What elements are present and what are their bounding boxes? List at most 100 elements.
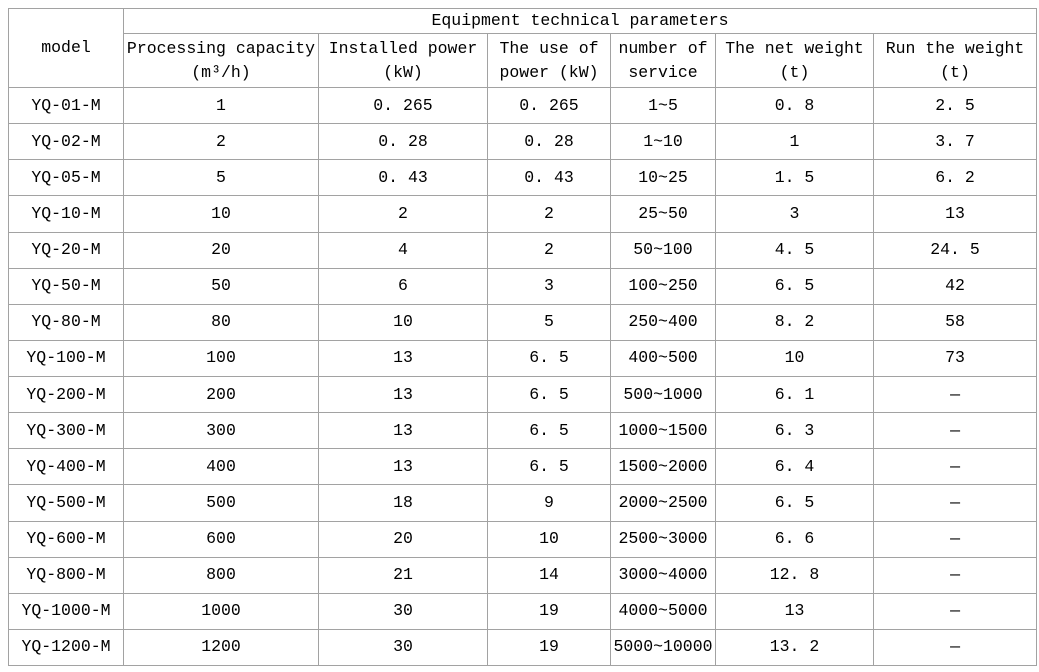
cell-model: YQ-200-M [8,375,124,414]
cell-model: YQ-400-M [8,448,124,486]
cell-model: YQ-05-M [8,159,124,197]
cell-capacity: 1 [123,86,319,125]
cell-run: — [872,628,1038,667]
cell-service: 2500~3000 [610,520,716,558]
cell-use: 3 [487,267,611,305]
cell-installed: 13 [318,412,488,450]
table-row: YQ-300-M 300 13 6. 5 1000~1500 6. 3— [8,412,1038,450]
cell-run: 13 [872,195,1038,233]
header-unit: (t) [779,62,810,82]
cell-net: 6. 6 [715,520,874,558]
table-row: YQ-800-M 800 21 14 3000~4000 12. 8— [8,556,1038,594]
cell-model: YQ-800-M [8,556,124,594]
cell-installed: 10 [318,303,488,341]
cell-use: 6. 5 [487,412,611,450]
header-label: number of [618,38,708,58]
cell-net: 4. 5 [715,231,874,269]
table-row: YQ-02-M 2 0. 28 0. 28 1~10 1 3. 7 [8,123,1038,161]
cell-run: 42 [872,267,1038,305]
cell-installed: 18 [318,484,488,522]
cell-run: — [872,375,1038,414]
cell-capacity: 600 [123,520,319,558]
cell-installed: 13 [318,375,488,414]
table-row: YQ-50-M 50 6 3 100~250 6. 5 42 [8,267,1038,305]
cell-capacity: 200 [123,375,319,414]
cell-run: 58 [872,303,1038,341]
cell-net: 6. 5 [715,267,874,305]
table-row: YQ-100-M 100 13 6. 5 400~500 10 73 [8,339,1038,378]
cell-use: 14 [487,556,611,594]
cell-net: 12. 8 [715,556,874,594]
cell-capacity: 20 [123,231,319,269]
cell-use: 19 [487,628,611,667]
cell-net: 1. 5 [715,159,874,197]
cell-net: 8. 2 [715,303,874,341]
cell-run: 6. 2 [872,159,1038,197]
header-label: The net weight [725,38,864,58]
cell-model: YQ-10-M [8,195,124,233]
cell-net: 6. 1 [715,375,874,414]
cell-use: 2 [487,195,611,233]
cell-service: 2000~2500 [610,484,716,522]
cell-service: 1~5 [610,86,716,125]
header-row-top: model Equipment technical parameters [8,8,1038,88]
table-row: YQ-05-M 5 0. 43 0. 43 10~25 1. 5 6. 2 [8,159,1038,197]
cell-model: YQ-600-M [8,520,124,558]
header-cell-run-weight: Run the weight (t) [872,33,1038,88]
cell-use: 5 [487,303,611,341]
cell-run: — [872,520,1038,558]
cell-net: 6. 4 [715,448,874,486]
cell-run: — [872,484,1038,522]
table-row: YQ-600-M 600 20 10 2500~3000 6. 6— [8,520,1038,558]
header-cell-capacity: Processing capacity (m³/h) [123,33,319,88]
cell-net: 0. 8 [715,86,874,125]
cell-use: 10 [487,520,611,558]
cell-model: YQ-1200-M [8,628,124,667]
cell-installed: 30 [318,628,488,667]
header-unit: power (kW) [499,62,599,82]
table-row: YQ-20-M 20 4 2 50~100 4. 5 24. 5 [8,231,1038,269]
cell-model: YQ-80-M [8,303,124,341]
cell-capacity: 400 [123,448,319,486]
header-cell-net-weight: The net weight (t) [715,33,874,88]
table-row: YQ-1200-M 1200 30 19 5000~10000 13. 2— [8,628,1038,667]
cell-use: 6. 5 [487,448,611,486]
cell-installed: 6 [318,267,488,305]
cell-service: 400~500 [610,339,716,378]
cell-capacity: 50 [123,267,319,305]
cell-service: 25~50 [610,195,716,233]
cell-net: 13. 2 [715,628,874,667]
cell-installed: 0. 265 [318,86,488,125]
cell-run: — [872,412,1038,450]
cell-model: YQ-50-M [8,267,124,305]
cell-run: — [872,448,1038,486]
header-label: Installed power [328,38,478,58]
cell-capacity: 1000 [123,592,319,630]
cell-net: 10 [715,339,874,378]
cell-use: 9 [487,484,611,522]
cell-installed: 13 [318,339,488,378]
table-header: model Equipment technical parameters Pro… [8,8,1038,88]
cell-net: 1 [715,123,874,161]
cell-service: 1000~1500 [610,412,716,450]
header-cell-installed-power: Installed power (kW) [318,33,488,88]
cell-installed: 4 [318,231,488,269]
cell-use: 0. 265 [487,86,611,125]
cell-capacity: 1200 [123,628,319,667]
cell-service: 250~400 [610,303,716,341]
cell-model: YQ-01-M [8,86,124,125]
cell-capacity: 100 [123,339,319,378]
cell-run: 2. 5 [872,86,1038,125]
cell-installed: 2 [318,195,488,233]
cell-service: 100~250 [610,267,716,305]
cell-model: YQ-20-M [8,231,124,269]
cell-installed: 0. 28 [318,123,488,161]
cell-model: YQ-02-M [8,123,124,161]
header-row-columns: Processing capacity (m³/h) Installed pow… [9,33,1038,88]
cell-service: 10~25 [610,159,716,197]
cell-run: — [872,592,1038,630]
cell-net: 6. 5 [715,484,874,522]
header-cell-use-of-power: The use of power (kW) [487,33,611,88]
cell-use: 19 [487,592,611,630]
cell-capacity: 2 [123,123,319,161]
